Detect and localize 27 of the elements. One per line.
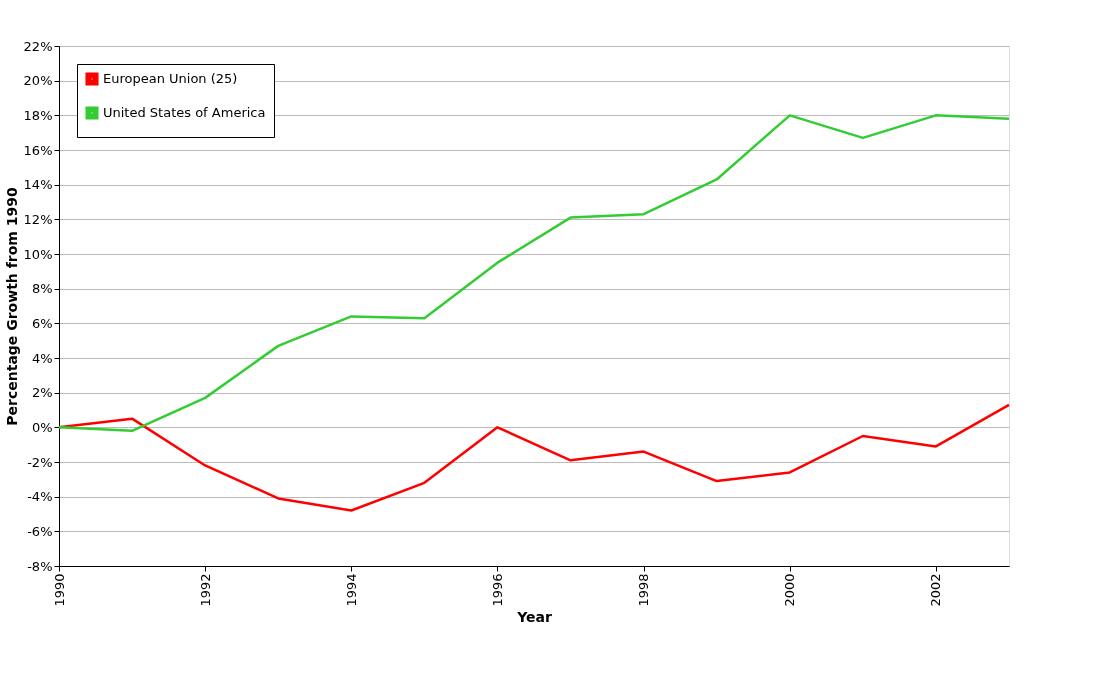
y-tick-label: -6%	[27, 523, 53, 539]
x-tick-label: 1998	[636, 573, 652, 607]
y-tick-label: 14%	[23, 177, 53, 193]
x-axis-title: Year	[516, 608, 552, 625]
x-tick-label: 1992	[197, 573, 213, 607]
y-tick-label: -8%	[27, 558, 53, 574]
y-tick-label: 12%	[23, 211, 53, 227]
y-tick-label: 10%	[23, 246, 53, 262]
legend-label: European Union (25)	[103, 71, 238, 86]
x-tick-label: 1994	[343, 573, 359, 607]
y-tick-label: 18%	[23, 107, 53, 123]
y-tick-label: 6%	[31, 315, 53, 331]
x-tick-label: 1990	[51, 573, 67, 607]
y-tick-label: 2%	[31, 385, 53, 401]
y-tick-label: -2%	[27, 454, 53, 470]
y-tick-label: 20%	[23, 73, 53, 89]
x-tick-label: 2002	[928, 573, 944, 607]
x-tick-label: 1996	[489, 573, 505, 607]
y-tick-label: 22%	[23, 38, 53, 54]
y-tick-label: 16%	[23, 142, 53, 158]
x-tick-label: 2000	[782, 573, 798, 607]
y-tick-label: -4%	[27, 489, 53, 505]
y-tick-label: 4%	[31, 350, 53, 366]
y-tick-label: 0%	[31, 419, 53, 435]
y-tick-label: 8%	[31, 281, 53, 297]
y-axis-title: Percentage Growth from 1990	[3, 187, 20, 426]
legend-label: United States of America	[103, 105, 266, 120]
